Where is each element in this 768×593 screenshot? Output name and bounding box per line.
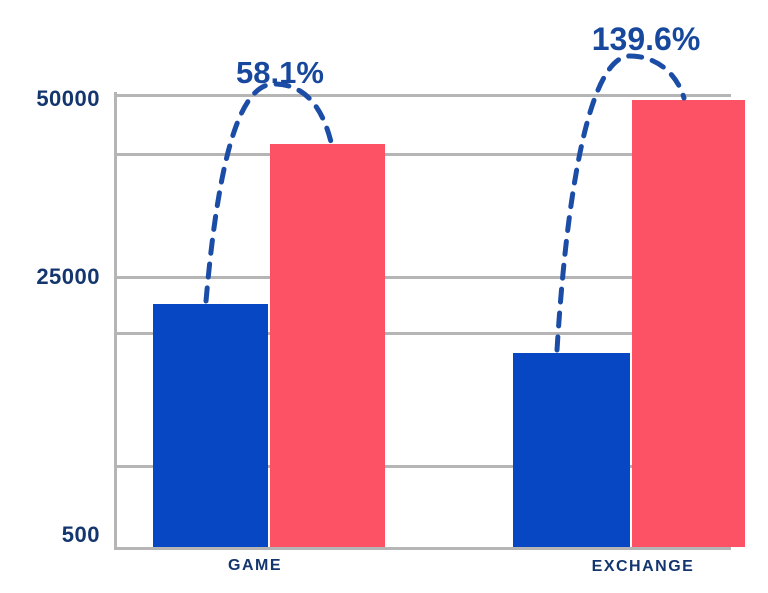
category-label-game: GAME [228,557,282,574]
bar-game-red [270,144,385,547]
ytick-50000: 50000 [36,86,100,111]
ytick-500: 500 [61,522,100,547]
gridline-50000 [114,94,731,97]
bar-exchange-blue [513,353,630,547]
bar-game-blue [153,304,268,547]
growth-label-exchange: 139.6% [591,21,701,57]
category-label-exchange: EXCHANGE [591,558,695,575]
bar-exchange-red [632,100,745,547]
ytick-25000: 25000 [36,264,100,289]
gridline [114,153,731,156]
y-axis-line [114,92,117,550]
gridline [114,332,731,335]
x-axis-line [114,547,731,550]
growth-label-game: 58.1% [236,55,324,90]
gridline [114,465,731,468]
gridline-25000 [114,276,731,279]
